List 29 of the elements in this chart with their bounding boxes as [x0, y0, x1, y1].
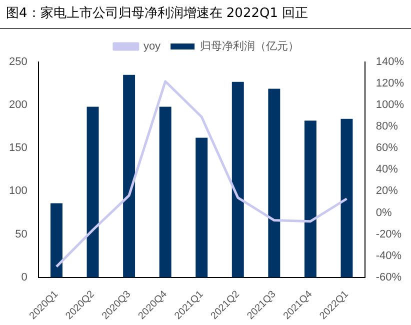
- y2-tick-label: 0%: [376, 206, 392, 219]
- legend-label: yoy: [143, 40, 162, 53]
- y2-tick-label: 60%: [376, 142, 398, 154]
- y-tick-label: 150: [8, 142, 28, 154]
- bar: [123, 74, 136, 278]
- y2-tick-label: 140%: [376, 56, 404, 68]
- y2-tick-label: -60%: [376, 271, 402, 284]
- legend-label: 归母净利润（亿元）: [200, 40, 300, 53]
- y-tick-label: 100: [8, 185, 28, 198]
- y2-tick-label: 80%: [376, 120, 398, 133]
- y-tick-label: 250: [8, 56, 28, 68]
- y-tick-label: 200: [8, 99, 28, 112]
- y2-tick-label: 40%: [376, 164, 398, 176]
- y2-tick-label: -20%: [376, 228, 402, 240]
- bar: [86, 106, 99, 278]
- bar: [196, 138, 208, 278]
- bar: [50, 203, 62, 278]
- y-tick-label: 0: [21, 271, 28, 284]
- y2-tick-label: 20%: [376, 185, 398, 198]
- bar: [304, 120, 316, 278]
- bar: [159, 106, 172, 278]
- chart-title: 图4：家电上市公司归母净利润增速在 2022Q1 回正: [0, 0, 411, 29]
- y2-tick-label: -40%: [376, 250, 402, 262]
- bar: [340, 118, 353, 278]
- bar: [268, 88, 280, 278]
- y-tick-label: 50: [15, 228, 28, 240]
- bar: [232, 82, 244, 278]
- y2-tick-label: 100%: [376, 99, 404, 112]
- y2-tick-label: 120%: [376, 78, 404, 90]
